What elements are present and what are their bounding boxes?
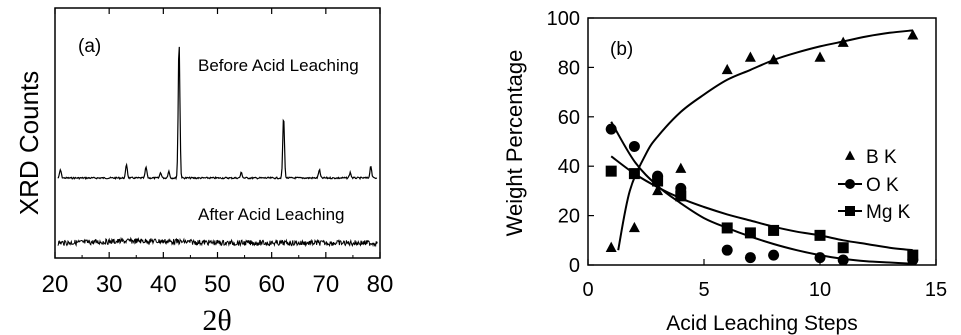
legend-label-o-k: O K xyxy=(866,175,899,196)
data-point-b-k xyxy=(744,51,756,62)
legend: B K O K Mg K xyxy=(838,147,911,223)
data-point-mg-k xyxy=(652,175,664,187)
panel-a-x-tick-label: 30 xyxy=(96,271,123,298)
series-line-after-acid-leaching xyxy=(57,236,378,248)
data-point-o-k xyxy=(837,254,849,266)
data-point-o-k xyxy=(744,252,756,264)
legend-label-mg-k: Mg K xyxy=(866,202,911,223)
panel-b-label: (b) xyxy=(610,39,633,60)
legend-marker-mg-k xyxy=(845,206,855,216)
panel-a-xrd: XRD Counts (a) Before Acid Leaching Afte… xyxy=(14,7,394,335)
panel-a-x-tick-label: 40 xyxy=(150,271,177,298)
panel-a-x-tick-label: 50 xyxy=(204,271,231,298)
legend-label-b-k: B K xyxy=(866,147,897,168)
data-point-b-k xyxy=(907,29,919,40)
data-point-mg-k xyxy=(907,249,919,261)
data-point-b-k xyxy=(768,53,780,65)
data-point-o-k xyxy=(605,123,617,135)
data-point-o-k xyxy=(721,244,733,256)
data-point-b-k xyxy=(652,184,664,196)
panel-b-y-tick-label: 100 xyxy=(547,8,580,30)
panel-a-x-tick-label: 70 xyxy=(312,271,339,298)
series-label-before: Before Acid Leaching xyxy=(198,56,359,75)
panel-b-y-tick-label: 20 xyxy=(558,206,580,228)
legend-marker-o-k xyxy=(845,179,855,189)
panel-b-plot-frame xyxy=(587,17,937,266)
data-point-mg-k xyxy=(721,222,733,234)
panel-b-y-tick-label: 0 xyxy=(569,255,580,277)
panel-b-y-tick-label: 80 xyxy=(558,57,580,79)
panel-a-x-tick-label: 20 xyxy=(42,271,69,298)
panel-b-y-tick-label: 60 xyxy=(558,107,580,129)
fit-curve-mg-k xyxy=(610,155,913,252)
panel-b-x-tick-label: 10 xyxy=(809,279,831,301)
data-point-mg-k xyxy=(744,227,756,239)
data-point-mg-k xyxy=(675,190,687,202)
data-point-o-k xyxy=(628,140,640,152)
panel-b-x-tick-label: 15 xyxy=(925,279,947,301)
data-point-b-k xyxy=(605,241,617,252)
panel-a-x-axis-label: 2θ xyxy=(202,304,231,335)
panel-b-x-tick-label: 0 xyxy=(582,279,593,301)
data-point-o-k xyxy=(814,252,826,264)
data-point-b-k xyxy=(837,36,849,47)
data-point-b-k xyxy=(628,221,640,233)
data-point-b-k xyxy=(721,63,733,75)
data-point-mg-k xyxy=(814,229,826,241)
data-point-mg-k xyxy=(768,224,780,236)
panel-b-weight: Weight Percentage (b) 0 5 10 15 0 20 40 60 80 100… xyxy=(502,8,947,335)
data-point-b-k xyxy=(675,162,687,173)
legend-marker-b-k xyxy=(845,150,855,160)
data-point-mg-k xyxy=(605,165,617,177)
panel-a-x-tick-label: 80 xyxy=(367,271,394,298)
panel-b-x-tick-label: 5 xyxy=(698,279,709,301)
series-label-after: After Acid Leaching xyxy=(198,205,344,224)
panel-a-y-axis-label: XRD Counts xyxy=(14,71,44,216)
panel-a-label: (a) xyxy=(78,36,101,57)
panel-b-x-axis-label: Acid Leaching Steps xyxy=(666,312,857,335)
fit-curve-b-k xyxy=(617,29,913,251)
panel-a-x-tick-label: 60 xyxy=(258,271,285,298)
data-point-mg-k xyxy=(628,168,640,180)
data-point-o-k xyxy=(768,249,780,261)
series-line-before-acid-leaching xyxy=(57,46,378,181)
panel-b-y-axis-label: Weight Percentage xyxy=(502,50,527,237)
panel-b-y-tick-label: 40 xyxy=(558,156,580,178)
data-point-mg-k xyxy=(837,242,849,254)
data-point-b-k xyxy=(814,51,826,62)
